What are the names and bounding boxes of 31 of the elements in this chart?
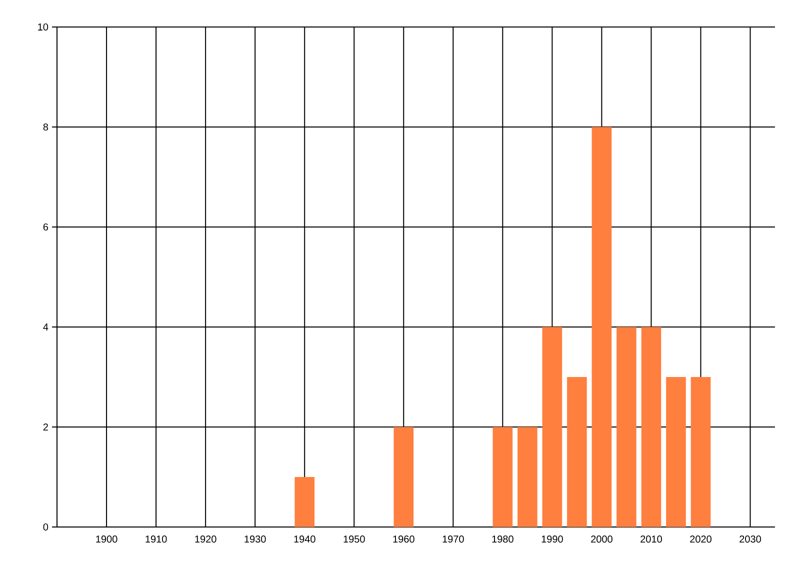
x-tick-label: 1910 — [146, 536, 167, 543]
x-tick-label: 1920 — [195, 536, 216, 543]
x-tick-label: 2010 — [640, 536, 662, 543]
y-tick-label: 2 — [43, 424, 48, 430]
x-tick-label: 1940 — [294, 536, 316, 543]
bar — [542, 327, 562, 527]
x-tick-label: 1960 — [393, 536, 414, 543]
x-tick-label: 1970 — [442, 536, 464, 543]
bar — [641, 327, 662, 527]
y-tick-label: 10 — [38, 23, 48, 31]
x-tick-label: 1930 — [244, 536, 266, 543]
x-tick-label: 1990 — [542, 536, 563, 543]
bar — [592, 126, 612, 527]
bar — [616, 327, 636, 527]
bar — [492, 427, 513, 527]
x-tick-label: 2020 — [690, 536, 712, 543]
y-tick-label: 6 — [43, 223, 48, 231]
bar — [518, 427, 538, 527]
bar — [394, 427, 414, 527]
bar — [690, 376, 711, 527]
x-tick-label: 2000 — [591, 536, 612, 543]
bar — [666, 376, 686, 527]
y-tick-label: 0 — [43, 523, 48, 531]
x-tick-label: 1950 — [344, 536, 365, 543]
y-tick-label: 8 — [43, 123, 48, 131]
x-tick-label: 2030 — [740, 536, 761, 543]
bar — [294, 477, 314, 527]
bar — [567, 376, 587, 527]
x-tick-label: 1900 — [96, 536, 118, 543]
x-tick-label: 1980 — [492, 536, 514, 543]
y-tick-label: 4 — [43, 324, 48, 330]
